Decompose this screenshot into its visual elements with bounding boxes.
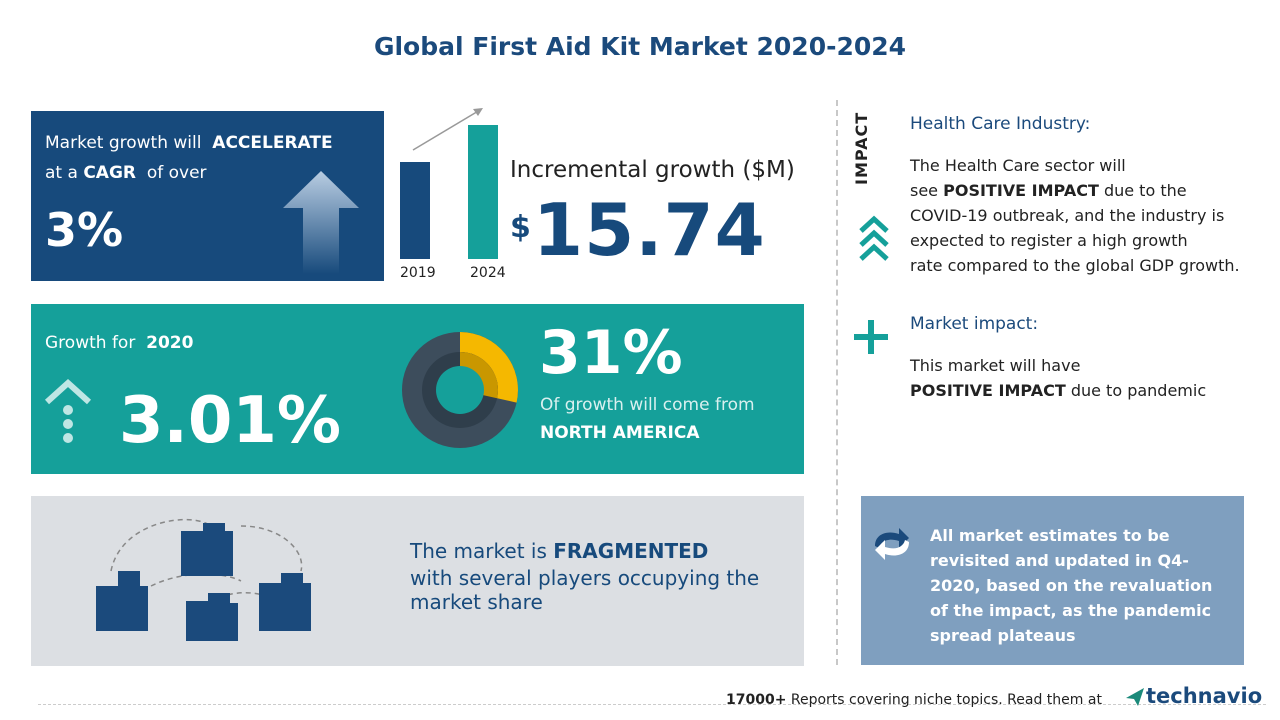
note-line: All market estimates to be: [930, 526, 1170, 545]
plus-icon: [854, 320, 888, 354]
market-impact-text: This market will have POSITIVE IMPACT du…: [910, 353, 1206, 403]
region-text: Of growth will come from: [540, 395, 755, 415]
fragmented-line3: market share: [410, 590, 543, 614]
currency: $: [510, 210, 531, 245]
text: at a: [45, 163, 78, 183]
brand-logo: [1126, 688, 1144, 706]
brand: technavio: [1146, 684, 1263, 708]
growth-icon: [44, 378, 92, 443]
text: POSITIVE IMPACT: [943, 181, 1099, 200]
text: FRAGMENTED: [553, 539, 709, 563]
bar-2024: [468, 125, 498, 259]
fragmented-line1: The market is FRAGMENTED: [410, 539, 708, 563]
text: of over: [146, 163, 207, 183]
trend-arrowhead: [473, 108, 483, 116]
growth-bars: [400, 108, 498, 259]
text-line: see POSITIVE IMPACT due to the: [910, 178, 1240, 203]
text: Growth for: [45, 333, 136, 353]
text: 2020: [146, 333, 194, 353]
footer-text: 17000+ Reports covering niche topics. Re…: [726, 692, 1102, 708]
year-label: 2024: [470, 265, 506, 281]
text: 17000+: [726, 692, 787, 708]
incremental-label: Incremental growth ($M): [510, 157, 795, 183]
impact-heading: Health Care Industry:: [910, 114, 1091, 134]
text: rate compared to the global GDP growth.: [910, 256, 1240, 275]
text: The Health Care sector will: [910, 156, 1126, 175]
impact-label: IMPACT: [852, 111, 871, 185]
title: Global First Aid Kit Market 2020-2024: [373, 32, 907, 61]
text: This market will have: [910, 356, 1081, 375]
text: ACCELERATE: [212, 133, 333, 153]
note-text: All market estimates to be revisited and …: [930, 523, 1212, 648]
text: The market is: [410, 539, 547, 563]
fragmented-panel: The market is FRAGMENTED with several pl…: [31, 496, 804, 666]
market-impact-heading: Market impact:: [910, 314, 1039, 334]
footer-rule: [38, 704, 1266, 705]
text-line: POSITIVE IMPACT due to pandemic: [910, 378, 1206, 403]
text: due to the: [1103, 181, 1187, 200]
growth-value: 3.01%: [119, 384, 342, 458]
text: Market growth will: [45, 133, 202, 153]
divider: [836, 100, 838, 665]
up-arrow-icon: [283, 171, 359, 274]
growth-panel: Growth for 2020 3.01% 31% Of growth will…: [31, 304, 804, 474]
bar-2019: [400, 162, 430, 259]
year-label: 2019: [400, 265, 436, 281]
region-name: NORTH AMERICA: [540, 423, 700, 443]
note-line: 2020, based on the revaluation: [930, 576, 1213, 595]
fragmented-line2: with several players occupying the: [410, 566, 760, 590]
region-donut: [402, 332, 518, 448]
text: see: [910, 181, 939, 200]
text: POSITIVE IMPACT: [910, 381, 1066, 400]
note-panel: All market estimates to be revisited and …: [861, 496, 1244, 665]
cagr-panel: Market growth will ACCELERATE at a CAGR …: [31, 111, 384, 281]
cagr-value: 3%: [45, 203, 124, 257]
note-line: of the impact, as the pandemic: [930, 601, 1212, 620]
cagr-line1: Market growth will ACCELERATE: [45, 133, 333, 153]
impact-text: The Health Care sector will see POSITIVE…: [910, 153, 1240, 278]
trend-line: [412, 109, 481, 151]
text: expected to register a high growth: [910, 231, 1188, 250]
text: Reports covering niche topics. Read them…: [790, 692, 1102, 708]
cagr-line2: at a CAGR of over: [45, 163, 207, 183]
buildings-icon: [96, 518, 311, 641]
text: due to pandemic: [1070, 381, 1207, 400]
chevrons-icon: [859, 215, 889, 261]
incremental-value: 15.74: [533, 188, 766, 272]
region-share: 31%: [539, 318, 683, 388]
note-line: spread plateaus: [930, 626, 1076, 645]
text: CAGR: [83, 163, 136, 183]
growth-label: Growth for 2020: [45, 333, 193, 353]
note-line: revisited and updated in Q4-: [930, 551, 1189, 570]
text: COVID-19 outbreak, and the industry is: [910, 206, 1225, 225]
refresh-icon: [875, 528, 909, 560]
